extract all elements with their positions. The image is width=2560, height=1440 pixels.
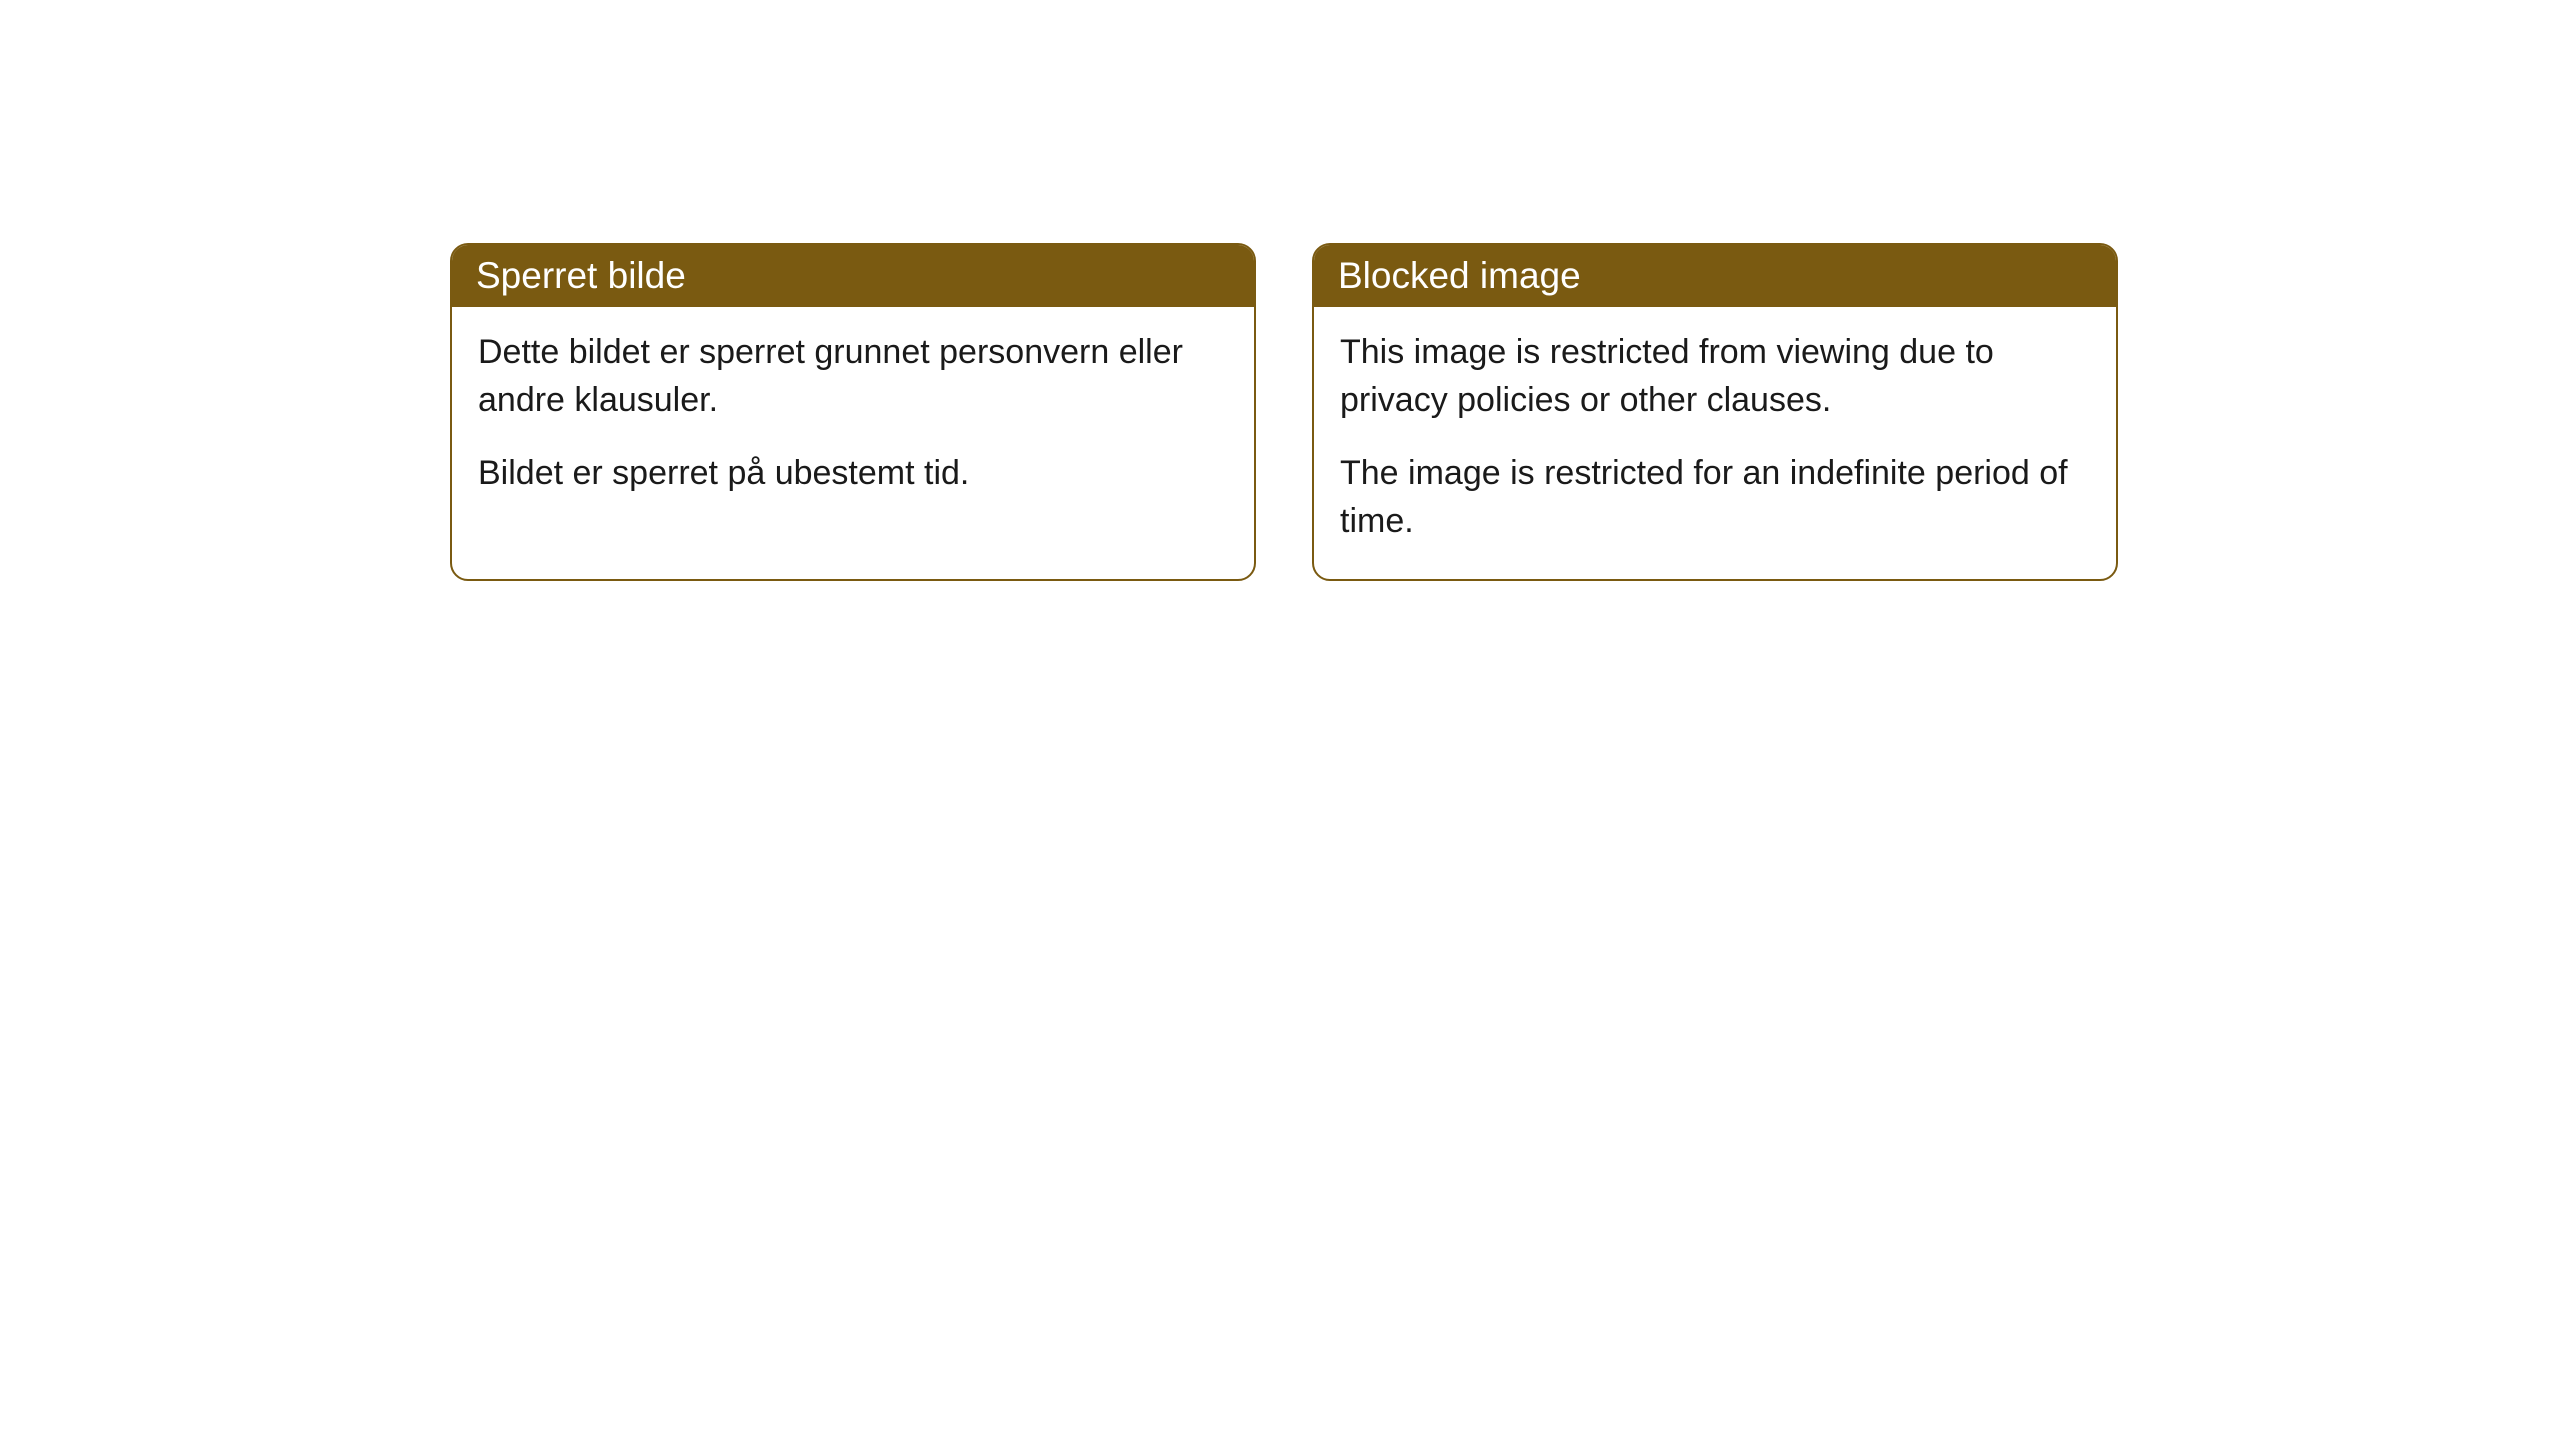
notice-cards-container: Sperret bilde Dette bildet er sperret gr… (450, 243, 2118, 581)
notice-card-english: Blocked image This image is restricted f… (1312, 243, 2118, 581)
card-title: Blocked image (1338, 255, 1581, 296)
card-paragraph-1: Dette bildet er sperret grunnet personve… (478, 329, 1228, 424)
card-body-english: This image is restricted from viewing du… (1314, 307, 2116, 579)
notice-card-norwegian: Sperret bilde Dette bildet er sperret gr… (450, 243, 1256, 581)
card-paragraph-2: Bildet er sperret på ubestemt tid. (478, 450, 1228, 498)
card-paragraph-2: The image is restricted for an indefinit… (1340, 450, 2090, 545)
card-body-norwegian: Dette bildet er sperret grunnet personve… (452, 307, 1254, 532)
card-title: Sperret bilde (476, 255, 686, 296)
card-header-english: Blocked image (1314, 245, 2116, 307)
card-header-norwegian: Sperret bilde (452, 245, 1254, 307)
card-paragraph-1: This image is restricted from viewing du… (1340, 329, 2090, 424)
